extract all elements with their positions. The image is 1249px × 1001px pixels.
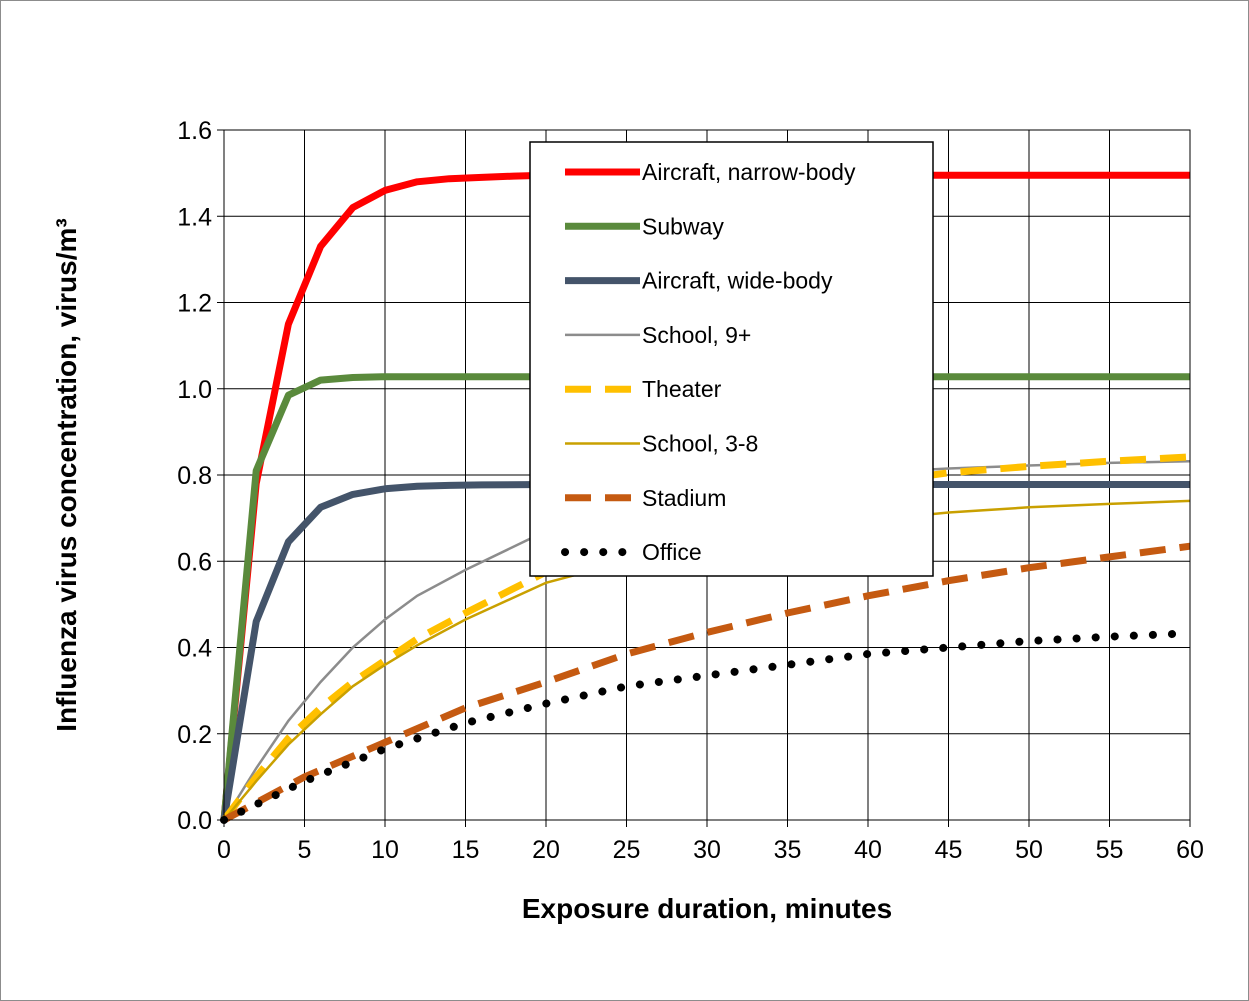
- y-tick-label: 0.2: [177, 721, 212, 749]
- series-line-7: [222, 542, 1191, 824]
- y-tick-label: 0.4: [177, 635, 212, 663]
- x-tick-label: 0: [217, 836, 231, 864]
- y-tick-label: 1.2: [177, 290, 212, 318]
- x-tick-label: 30: [693, 836, 721, 864]
- x-tick-label: 15: [452, 836, 480, 864]
- y-tick-label: 1.4: [177, 203, 212, 231]
- x-tick-label: 50: [1015, 836, 1043, 864]
- x-tick-label: 20: [532, 836, 560, 864]
- x-tick-label: 60: [1176, 836, 1204, 864]
- series-line-6: [223, 499, 1191, 821]
- legend-label-6: School, 3-8: [642, 431, 758, 457]
- series-line-2: [220, 373, 1190, 821]
- y-axis-title: Influenza virus concentration, virus/m³: [51, 218, 82, 731]
- legend-label-7: Stadium: [642, 485, 726, 511]
- y-axis-ticks: 0.0 0.2 0.4 0.6 0.8 1.0 1.2 1.4 1.6: [177, 117, 224, 835]
- legend: Aircraft, narrow-body Subway Aircraft, wid…: [529, 141, 934, 577]
- legend-label-8: Office: [642, 539, 702, 565]
- x-tick-label: 55: [1096, 836, 1124, 864]
- x-tick-label: 5: [298, 836, 312, 864]
- y-tick-label: 1.0: [177, 376, 212, 404]
- y-tick-label: 0.0: [177, 807, 212, 835]
- legend-box: [529, 141, 934, 577]
- x-tick-label: 40: [854, 836, 882, 864]
- series-line-3: [220, 481, 1190, 821]
- legend-label-2: Subway: [642, 213, 724, 239]
- x-tick-label: 10: [371, 836, 399, 864]
- x-tick-label: 35: [774, 836, 802, 864]
- series-lines: [220, 171, 1194, 824]
- y-tick-label: 1.6: [177, 117, 212, 145]
- plot-border: [223, 129, 1191, 821]
- x-tick-label: 45: [935, 836, 963, 864]
- x-axis-title: Exposure duration, minutes: [522, 893, 892, 924]
- legend-label-3: Aircraft, wide-body: [642, 268, 833, 294]
- y-tick-label: 0.6: [177, 548, 212, 576]
- y-tick-label: 0.8: [177, 462, 212, 490]
- x-tick-label: 25: [613, 836, 641, 864]
- series-line-1: [220, 171, 1190, 821]
- legend-label-1: Aircraft, narrow-body: [642, 159, 856, 185]
- x-axis-ticks: 0 5 10 15 20 25 30 35 40 45 50 55 60: [217, 820, 1204, 864]
- legend-label-4: School, 9+: [642, 322, 751, 348]
- legend-label-5: Theater: [642, 376, 722, 402]
